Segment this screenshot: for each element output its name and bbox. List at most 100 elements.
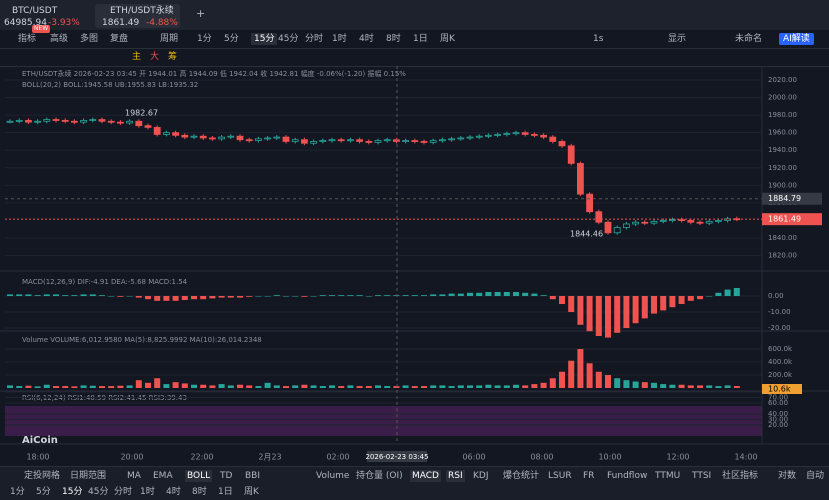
toolbar-item[interactable]: 多图 (80, 34, 99, 44)
macd-bar (421, 295, 427, 296)
bottom-item[interactable]: 对数 (778, 471, 797, 481)
drawing-tools (0, 48, 829, 67)
candle (181, 134, 189, 138)
period[interactable]: 1时 (332, 34, 347, 44)
bottom-item[interactable]: 爆仓统计 (503, 471, 540, 481)
toolbar-right[interactable]: AI解读 (779, 33, 814, 45)
bottom-item[interactable]: MA (127, 471, 141, 481)
period[interactable]: 8时 (192, 487, 207, 497)
y-tick-label: 60.00 (768, 399, 788, 407)
x-tick-label: 18:00 (26, 453, 49, 462)
bottom-item[interactable]: FR (583, 471, 595, 481)
period[interactable]: 1日 (218, 487, 233, 497)
macd-bar (669, 296, 676, 308)
toolbar-right[interactable]: 显示 (668, 34, 687, 44)
bottom-item[interactable]: Volume (316, 471, 350, 481)
macd-bar (457, 293, 464, 296)
tab-price[interactable]: 1861.49 (102, 18, 140, 28)
volume-bar (641, 382, 648, 388)
tab-change[interactable]: -3.93% (48, 18, 80, 28)
toolbar-right[interactable]: 未命名 (735, 34, 763, 44)
bottom-item[interactable]: BOLL (185, 470, 213, 482)
tool[interactable]: 大 (150, 52, 160, 62)
period[interactable]: 1分 (10, 487, 25, 497)
tool[interactable]: 主 (132, 52, 142, 62)
period[interactable]: 15分 (62, 487, 83, 497)
period[interactable]: 1时 (140, 487, 155, 497)
volume-bar (411, 386, 418, 388)
volume-bar (126, 385, 133, 388)
bottom-item[interactable]: LSUR (548, 471, 572, 481)
bottom-item[interactable]: 持仓量 (OI) (356, 471, 403, 481)
macd-bar (494, 292, 501, 296)
bottom-item[interactable]: BBI (245, 471, 261, 481)
volume-bar (457, 385, 464, 388)
period[interactable]: 45分 (278, 34, 299, 44)
period[interactable]: 8时 (386, 34, 401, 44)
bottom-item[interactable]: 定投网格 (24, 471, 61, 481)
tab-change[interactable]: -4.88% (146, 18, 178, 28)
y-tick-label: 2000.00 (768, 94, 797, 102)
period[interactable]: 45分 (88, 487, 109, 497)
legend: BOLL(20,2) BOLL:1945.58 UB:1955.83 LB:19… (22, 81, 198, 89)
volume-bar (16, 386, 23, 388)
macd-bar (375, 295, 381, 296)
period[interactable]: 分时 (114, 487, 133, 497)
period[interactable]: 4时 (166, 487, 181, 497)
toolbar-item[interactable]: 复盘 (110, 34, 129, 44)
bottom-item[interactable]: TTSI (692, 471, 712, 481)
macd-bar (209, 296, 216, 299)
macd-bar (329, 295, 335, 296)
bottom-item[interactable]: MACD (410, 470, 441, 482)
volume-bar (549, 378, 556, 388)
volume-bar (448, 386, 455, 388)
bottom-item[interactable]: TTMU (655, 471, 681, 481)
volume-bar (559, 371, 565, 388)
candle (208, 137, 216, 140)
volume-bar (329, 385, 335, 388)
toolbar-right[interactable]: 1s (593, 34, 604, 44)
period[interactable]: 周K (244, 487, 259, 497)
period[interactable]: 1日 (413, 34, 428, 44)
logo: AiCoin (22, 435, 58, 446)
volume-bar (53, 386, 59, 388)
macd-bar (448, 293, 455, 296)
add-tab[interactable]: + (196, 7, 206, 20)
volume-bar (614, 378, 621, 388)
volume-bar (577, 349, 584, 388)
period[interactable]: 周K (440, 34, 455, 44)
rsi-band (5, 406, 762, 436)
x-tick-label: 20:00 (120, 453, 143, 462)
period[interactable]: 5分 (224, 34, 239, 44)
candle (659, 220, 667, 222)
bottom-item[interactable]: 自动 (806, 471, 825, 481)
period[interactable]: 4时 (359, 34, 374, 44)
toolbar-item[interactable]: 指标 (18, 34, 37, 44)
period[interactable]: 1分 (197, 34, 212, 44)
volume-bar (494, 385, 501, 388)
volume-bar (163, 384, 170, 388)
volume-bar (71, 386, 78, 388)
period[interactable]: 5分 (36, 487, 51, 497)
bottom-item[interactable]: 社区指标 (722, 471, 759, 481)
bottom-item[interactable]: TD (220, 471, 233, 481)
volume-last: 10.6k (768, 385, 791, 394)
tab-symbol[interactable]: ETH/USDT永续 (110, 6, 174, 16)
volume-bar (503, 385, 510, 388)
y-tick-label: 20.00 (768, 421, 788, 429)
bottom-item[interactable]: KDJ (473, 471, 489, 481)
volume-bar (678, 384, 685, 388)
period[interactable]: 15分 (251, 33, 278, 45)
tab-price[interactable]: 64985.94 (4, 18, 47, 28)
bottom-item[interactable]: 日期范围 (70, 471, 107, 481)
tab-symbol[interactable]: BTC/USDT (12, 6, 58, 16)
toolbar-item[interactable]: 周期 (160, 34, 179, 44)
bottom-item[interactable]: Fundflow (607, 471, 648, 481)
macd-bar (108, 296, 115, 297)
period[interactable]: 分时 (305, 34, 324, 44)
tool[interactable]: 筹 (168, 52, 178, 62)
candle (687, 220, 695, 223)
bottom-item[interactable]: RSI (446, 470, 465, 482)
toolbar-item[interactable]: 高级 (50, 34, 69, 44)
bottom-item[interactable]: EMA (153, 471, 173, 481)
